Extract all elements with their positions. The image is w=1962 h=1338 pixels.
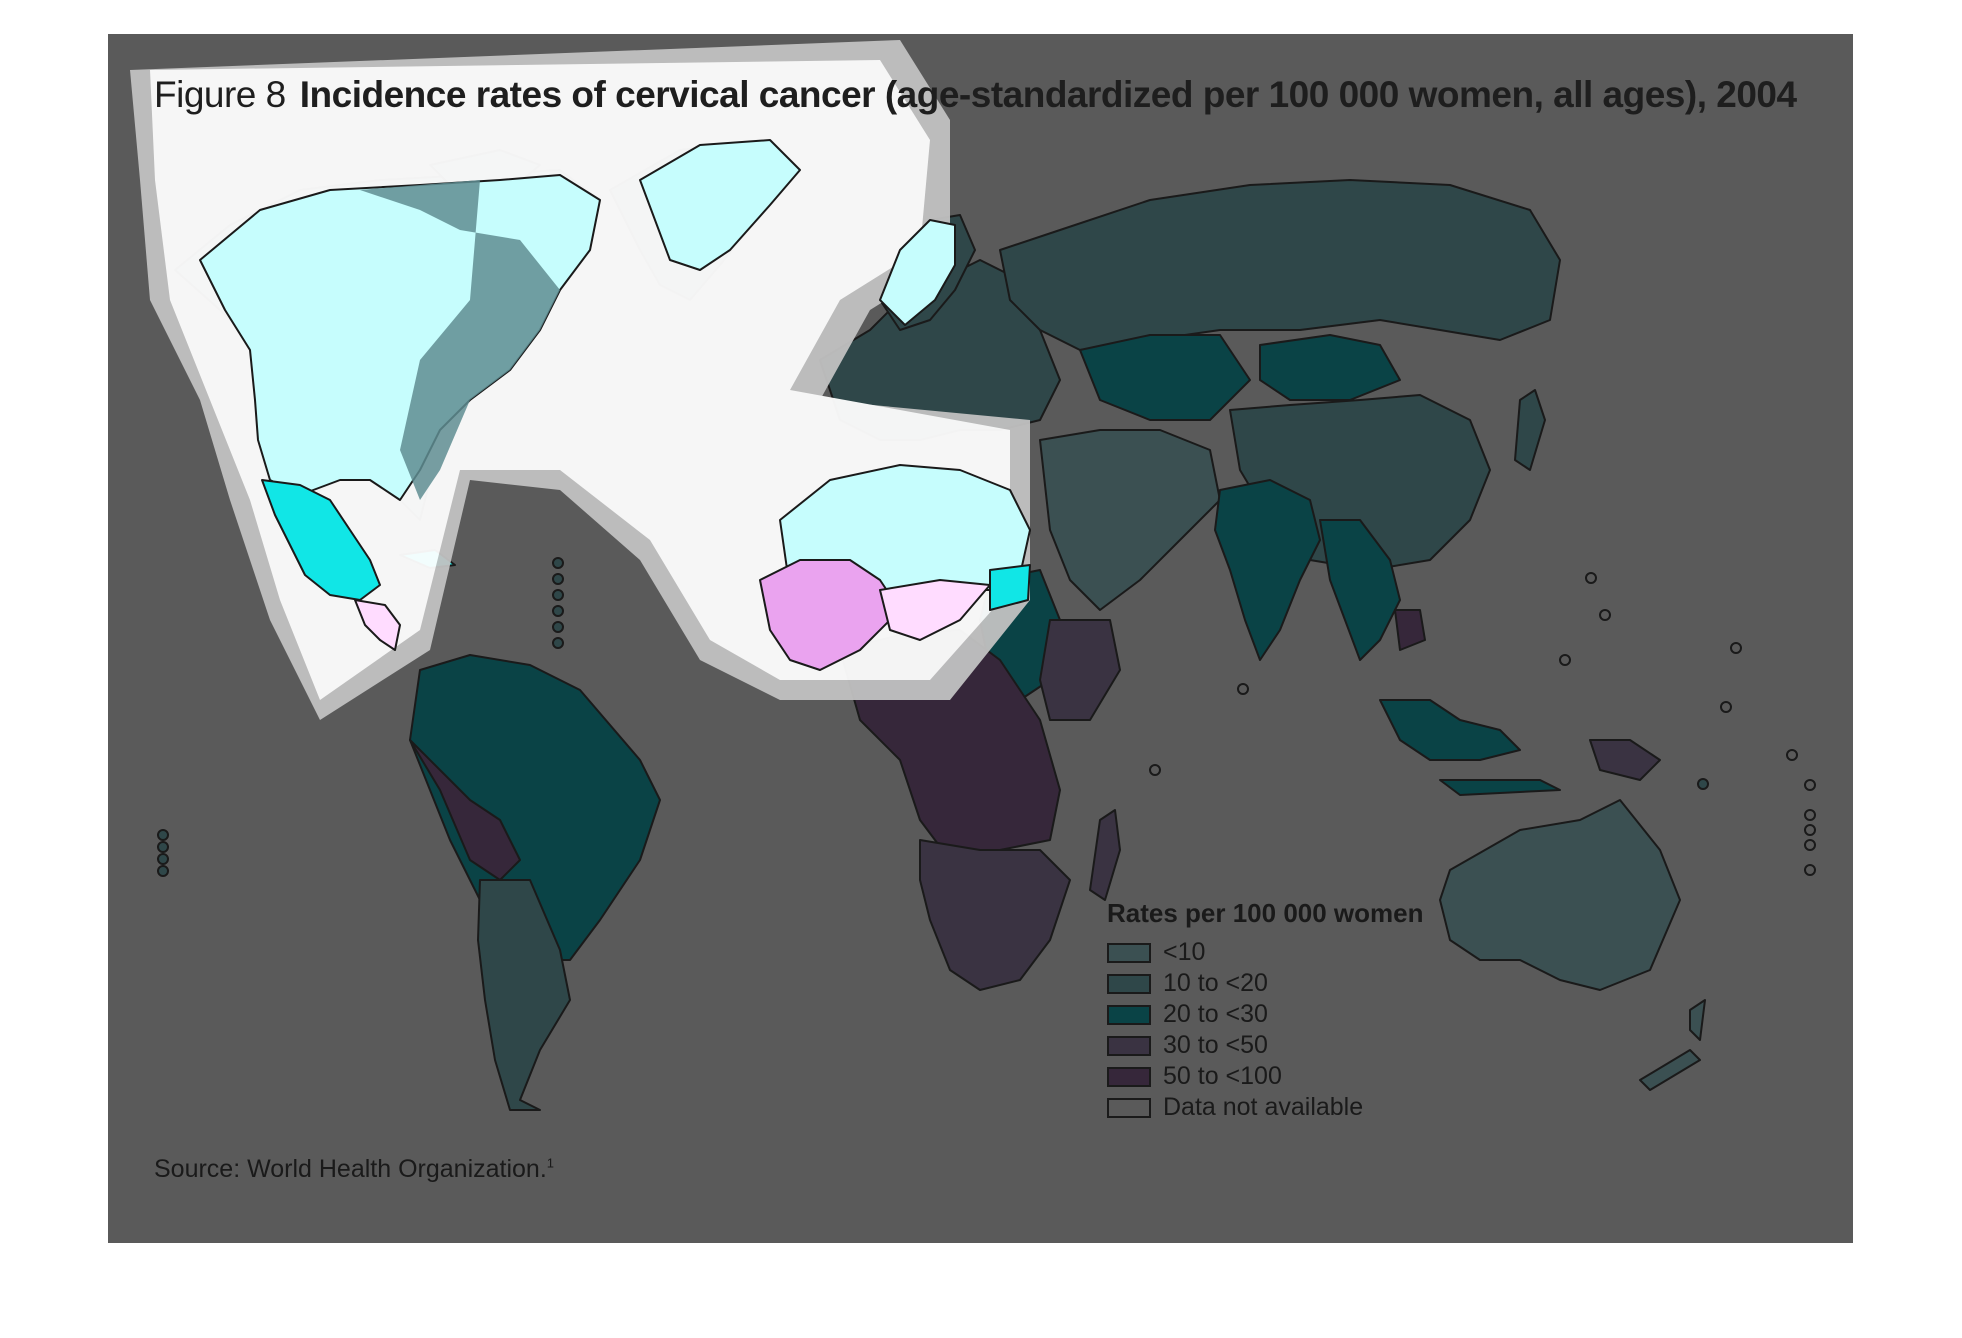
region-indonesia <box>1379 699 1521 761</box>
hl-greenland <box>639 139 801 271</box>
region-south-east-asia <box>1319 519 1401 661</box>
figure-title: Figure 8 Incidence rates of cervical canc… <box>154 74 1797 116</box>
legend-item: 20 to <30 <box>1107 999 1424 1030</box>
region-papua-new-guinea <box>1589 739 1661 781</box>
legend-swatch <box>1107 1097 1151 1118</box>
hl-west-africa <box>759 559 901 671</box>
region-middle-east <box>1039 429 1221 611</box>
legend-title: Rates per 100 000 women <box>1107 898 1424 928</box>
figure-label: Figure 8 <box>154 74 286 115</box>
region-new-zealand <box>1639 999 1706 1091</box>
region-kazakhstan <box>1079 334 1251 421</box>
legend-item: <10 <box>1107 937 1424 968</box>
source-text: Source: World Health Organization. <box>154 1155 547 1183</box>
hl-mexico <box>261 479 381 601</box>
legend: Rates per 100 000 women <10 10 to <20 20… <box>1107 898 1424 1123</box>
hl-teal-band <box>360 180 560 500</box>
legend-swatch <box>1107 1035 1151 1056</box>
source-footnote: 1 <box>546 1155 555 1171</box>
legend-swatch <box>1107 973 1151 994</box>
region-cambodia <box>1394 609 1426 651</box>
legend-item: 30 to <50 <box>1107 1030 1424 1061</box>
hl-scandinavia <box>879 219 956 326</box>
legend-item: 50 to <100 <box>1107 1061 1424 1092</box>
hl-west-africa-coast <box>879 579 991 641</box>
legend-label: 30 to <50 <box>1163 1031 1268 1059</box>
region-mongolia <box>1259 334 1401 401</box>
legend-label: 50 to <100 <box>1163 1062 1282 1090</box>
region-southern-africa <box>919 839 1071 991</box>
legend-item: 10 to <20 <box>1107 968 1424 999</box>
region-southern-cone <box>477 879 571 1111</box>
legend-swatch <box>1107 1066 1151 1087</box>
island-markers <box>157 557 1816 877</box>
legend-label: 20 to <30 <box>1163 1000 1268 1028</box>
region-japan <box>1514 389 1546 471</box>
legend-label: 10 to <20 <box>1163 969 1268 997</box>
legend-label: <10 <box>1163 938 1206 966</box>
legend-item: Data not available <box>1107 1092 1424 1123</box>
region-indonesia-islands <box>1439 779 1561 796</box>
hl-sudan-edge <box>989 564 1031 611</box>
region-madagascar <box>1089 809 1121 901</box>
region-south-america-north <box>409 654 661 961</box>
source-note: Source: World Health Organization.1 <box>154 1155 554 1184</box>
region-russia <box>999 179 1561 351</box>
figure-title-text: Incidence rates of cervical cancer (age-… <box>299 74 1797 115</box>
hl-central-america <box>354 599 401 651</box>
region-india <box>1214 479 1321 661</box>
legend-swatch <box>1107 942 1151 963</box>
legend-label: Data not available <box>1163 1093 1364 1121</box>
region-east-africa <box>1039 619 1121 721</box>
region-australia <box>1439 799 1681 991</box>
legend-swatch <box>1107 1004 1151 1025</box>
region-bolivia-peru <box>409 739 521 881</box>
